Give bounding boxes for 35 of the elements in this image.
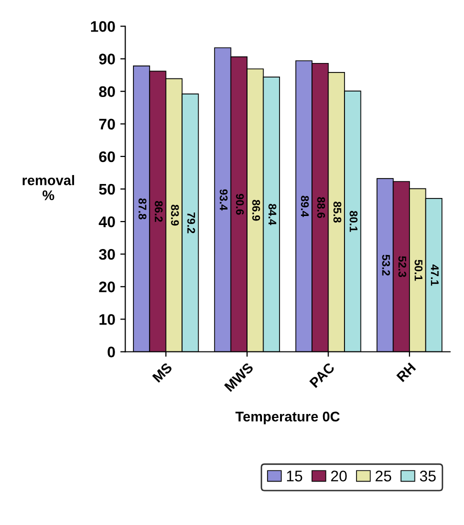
legend-label: 15: [287, 470, 302, 482]
data-label: 88.6: [317, 197, 326, 218]
legend-label: 25: [376, 470, 392, 482]
y-tick-label: 90: [99, 54, 115, 64]
data-label: 89.4: [300, 196, 309, 218]
y-axis-title: removal %: [22, 175, 74, 200]
data-label: 84.4: [268, 204, 276, 226]
x-axis-title: Temperature 0C: [235, 412, 340, 424]
y-tick-label: 60: [99, 151, 115, 162]
y-tick-label: 20: [99, 282, 115, 292]
data-label: 50.1: [414, 260, 422, 281]
y-tick-label: 0: [108, 346, 115, 358]
legend-label: 20: [331, 470, 347, 482]
x-tick-label: RH: [396, 362, 416, 382]
data-label: 90.6: [236, 194, 244, 215]
data-label: 83.9: [171, 204, 179, 226]
y-tick-label: 100: [91, 21, 115, 32]
data-label: 85.8: [333, 202, 342, 223]
data-label: 79.2: [187, 212, 196, 234]
data-label: 80.1: [350, 210, 358, 232]
x-tick-label: MS: [152, 362, 173, 383]
y-tick-label: 30: [98, 248, 115, 260]
data-label: 86.9: [252, 200, 260, 221]
y-tick-label: 10: [100, 314, 115, 325]
data-label: 93.4: [220, 189, 228, 210]
data-label: 53.2: [382, 254, 390, 276]
data-label: 52.3: [398, 256, 406, 278]
data-label: 86.2: [154, 201, 163, 222]
y-tick-label: 70: [99, 118, 115, 130]
data-label: 87.8: [138, 198, 146, 220]
data-label: 47.1: [430, 264, 439, 286]
y-tick-label: 50: [99, 184, 115, 195]
y-tick-label: 40: [98, 216, 115, 228]
y-tick-label: 80: [99, 86, 115, 98]
legend-label: 35: [420, 470, 436, 482]
